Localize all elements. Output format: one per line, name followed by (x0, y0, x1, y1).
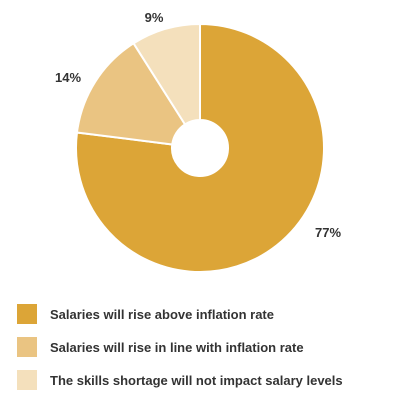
slice-no-impact (132, 22, 201, 126)
slice-above-inflation (75, 22, 325, 273)
value-label-no-impact: 9% (145, 10, 164, 25)
donut-chart: 77% 14% 9% (55, 10, 341, 273)
value-label-above-inflation: 77% (315, 225, 341, 240)
legend-item-above-inflation: Salaries will rise above inflation rate (17, 304, 415, 324)
legend-item-in-line-with-inflation: Salaries will rise in line with inflatio… (17, 337, 415, 357)
value-label-in-line-with-inflation: 14% (55, 70, 81, 85)
legend: Salaries will rise above inflation rate … (17, 304, 415, 403)
legend-label-no-impact: The skills shortage will not impact sala… (50, 372, 343, 388)
legend-swatch-in-line-with-inflation (17, 337, 37, 357)
slice-in-line-with-inflation (75, 41, 187, 146)
legend-label-in-line-with-inflation: Salaries will rise in line with inflatio… (50, 339, 304, 355)
legend-swatch-above-inflation (17, 304, 37, 324)
legend-item-no-impact: The skills shortage will not impact sala… (17, 370, 415, 390)
legend-swatch-no-impact (17, 370, 37, 390)
legend-label-above-inflation: Salaries will rise above inflation rate (50, 306, 274, 322)
